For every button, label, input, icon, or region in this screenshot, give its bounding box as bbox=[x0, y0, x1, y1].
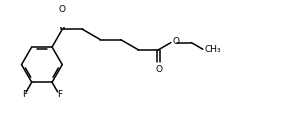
Text: F: F bbox=[57, 90, 62, 99]
Text: O: O bbox=[173, 37, 180, 46]
Text: O: O bbox=[59, 5, 66, 15]
Text: O: O bbox=[155, 65, 162, 74]
Text: F: F bbox=[22, 90, 27, 99]
Text: CH₃: CH₃ bbox=[205, 45, 221, 54]
